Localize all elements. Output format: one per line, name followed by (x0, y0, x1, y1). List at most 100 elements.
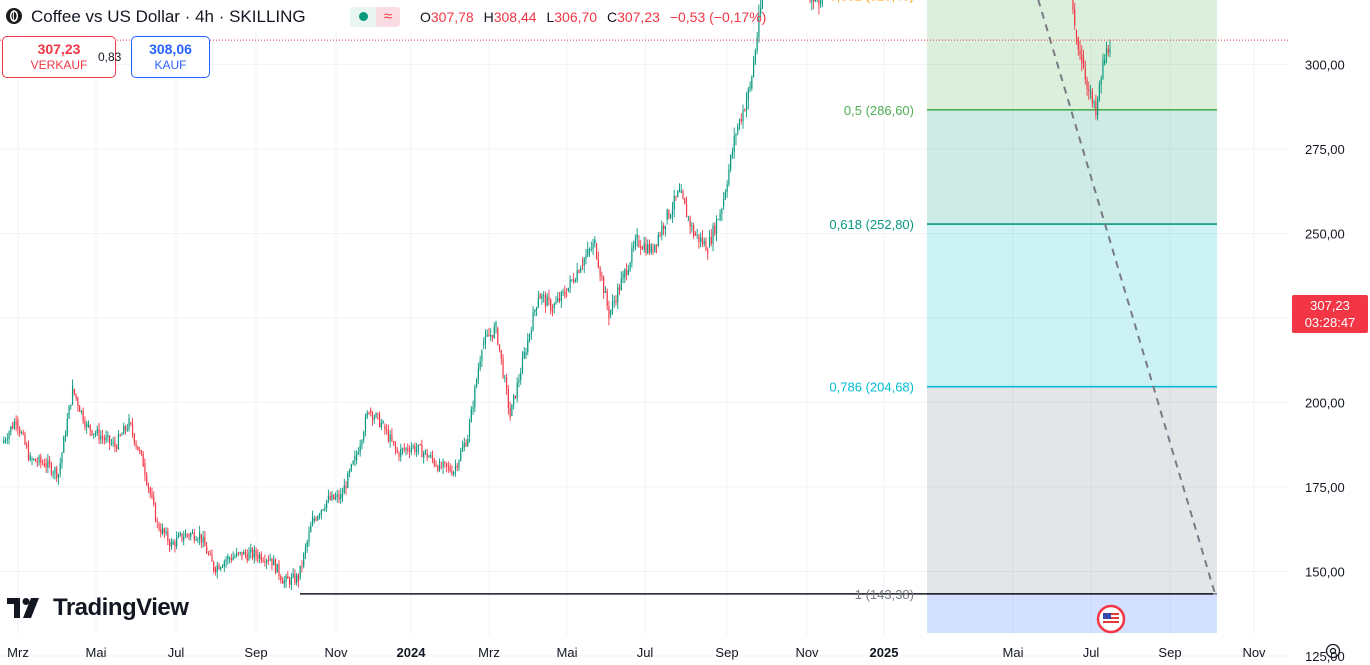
candle-body (6, 439, 8, 441)
candle-body (431, 455, 434, 460)
buy-button[interactable]: 308,06 KAUF (131, 36, 210, 78)
candle-body (139, 450, 141, 451)
candle-body (597, 258, 599, 268)
candle-body (412, 445, 414, 447)
candle-body (631, 247, 633, 263)
candle-body (326, 500, 328, 508)
candle-body (22, 432, 24, 434)
candle-body (454, 465, 457, 471)
candle-body (96, 428, 98, 434)
candle-body (382, 421, 384, 424)
candle-body (820, 0, 822, 5)
candle-body (183, 537, 185, 540)
us-flag-icon[interactable] (1096, 604, 1126, 634)
tradingview-logo[interactable]: TradingView (7, 594, 189, 622)
candle-body (61, 452, 63, 464)
candle-body (246, 554, 248, 561)
candle-body (505, 377, 508, 390)
candle-body (130, 422, 132, 424)
candle-body (86, 423, 88, 428)
sell-label: VERKAUF (30, 58, 88, 72)
candle-body (698, 234, 700, 242)
candle-body (812, 0, 815, 2)
low-value: 306,70 (554, 9, 598, 25)
candle-body (481, 350, 483, 361)
candle-body (391, 434, 393, 441)
candle-body (610, 310, 612, 315)
candle-body (581, 263, 584, 266)
candle-body (131, 423, 134, 434)
candle-body (64, 435, 67, 438)
x-tick-label: Mai (557, 645, 578, 660)
candle-body (583, 258, 585, 266)
candle-body (250, 549, 252, 553)
candle-body (671, 209, 674, 215)
candle-body (197, 539, 199, 541)
candle-body (160, 529, 162, 534)
symbol-title[interactable]: Coffee vs US Dollar · 4h · SKILLING (31, 7, 306, 26)
candle-body (760, 7, 762, 14)
candle-body (599, 267, 601, 276)
fib-level-label: 0,382 (320,40) (829, 0, 914, 4)
candle-body (241, 551, 243, 558)
price-axis[interactable]: 475,00450,00425,00400,00375,00350,00325,… (1305, 0, 1345, 665)
candle-body (700, 237, 702, 242)
candle-body (213, 561, 215, 572)
candle-body (604, 291, 607, 293)
candle-body (440, 466, 442, 468)
candle-body (675, 195, 677, 197)
candle-body (327, 496, 330, 501)
wave-icon[interactable]: ≈ (376, 7, 400, 27)
candle-body (107, 435, 109, 437)
candle-body (274, 559, 277, 573)
candle-body (266, 560, 268, 563)
candle-body (126, 428, 128, 431)
candle-body (534, 309, 536, 312)
candle-body (174, 541, 176, 547)
candle-body (513, 395, 515, 405)
candle-body (340, 494, 342, 500)
time-axis[interactable]: Mrz Mai Jul Sep Nov 2024 Mrz Mai Jul Sep Nov 2025 Ma… (7, 645, 1266, 660)
candle-body (10, 426, 12, 433)
candle-body (116, 446, 118, 449)
candle-body (1077, 37, 1079, 50)
settings-icon[interactable] (1324, 642, 1342, 660)
candle-body (373, 417, 375, 420)
candle-body (622, 273, 624, 279)
candle-body (244, 551, 247, 555)
candle-body (514, 395, 517, 398)
x-tick-label: Mrz (478, 645, 500, 660)
sell-button[interactable]: 307,23 VERKAUF (2, 36, 116, 78)
candle-body (206, 546, 208, 554)
candle-body (449, 466, 451, 472)
candle-body (550, 299, 552, 311)
candle-body (40, 456, 42, 463)
candle-body (228, 557, 231, 559)
candle-body (169, 541, 171, 547)
candle-body (668, 209, 670, 218)
candle-body (221, 566, 224, 568)
candle-body (303, 553, 305, 567)
candle-body (75, 393, 77, 399)
candle-body (135, 442, 137, 447)
candle-body (444, 461, 446, 464)
open-key: O (420, 9, 431, 25)
candle-body (114, 442, 116, 448)
candle-body (34, 458, 37, 462)
candle-body (170, 541, 172, 547)
candle-body (191, 532, 194, 534)
candle-body (447, 466, 449, 468)
x-tick-label: 2024 (397, 645, 427, 660)
candle-body (719, 213, 721, 220)
candle-body (751, 76, 753, 89)
candle-body (523, 352, 525, 358)
candle-body (243, 551, 245, 555)
fib-level-label: 0,618 (252,80) (829, 217, 914, 232)
candle-body (140, 450, 142, 454)
candle-body (137, 446, 139, 451)
candle-body (710, 236, 712, 244)
candle-body (451, 471, 453, 475)
candle-body (84, 421, 86, 428)
candle-body (322, 509, 324, 511)
